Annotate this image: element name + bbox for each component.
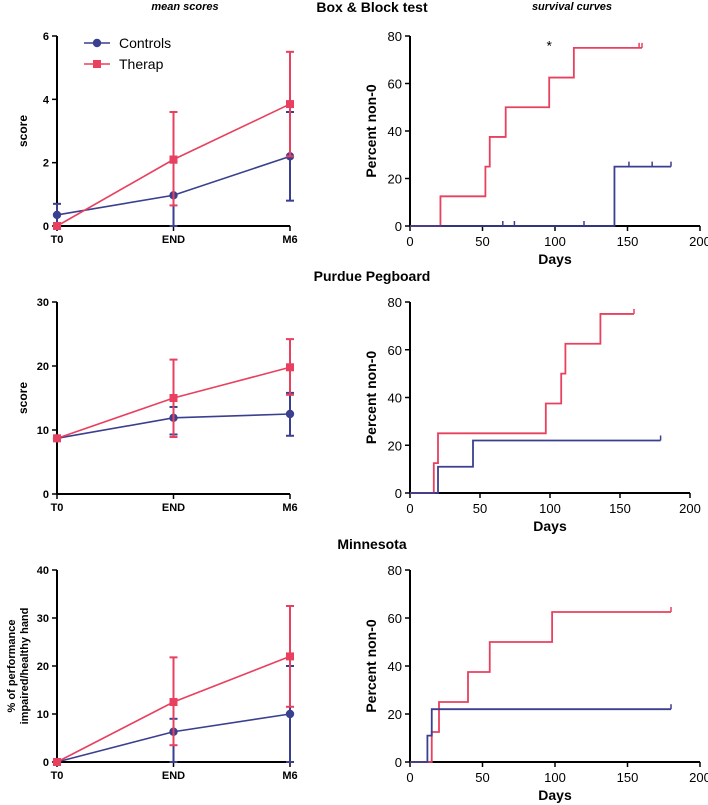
bbt_surv-chart: 0 20 40 60 80 0 50 100 150 200 Days Percent non-0 * <box>363 29 708 267</box>
x-tick-label: 0 <box>406 770 413 785</box>
x-tick-label: T0 <box>51 234 64 246</box>
bbt_mean-chart: 0 2 4 6 T0 END M6 score Controls Therap <box>16 31 298 246</box>
y-tick-label: 20 <box>388 707 402 722</box>
x-tick-label: 0 <box>406 234 413 249</box>
y-tick-label: 20 <box>388 172 402 187</box>
controls-survival-line <box>410 708 671 763</box>
x-tick-label: M6 <box>282 234 297 246</box>
x-tick-label: END <box>162 502 185 514</box>
x-tick-label: 50 <box>475 234 489 249</box>
y-tick-label: 30 <box>37 613 49 625</box>
therap-point <box>169 394 178 402</box>
section-title-minnesota: Minnesota <box>337 536 406 552</box>
y-axis-label: % of performanceimpaired/healthy hand <box>6 608 31 725</box>
controls-survival-line <box>410 439 661 494</box>
x-tick-label: 150 <box>617 770 639 785</box>
therap-point <box>53 434 61 443</box>
legend-therap-marker <box>93 60 101 68</box>
controls-point <box>285 709 295 719</box>
mn_surv-chart: 0 20 40 60 80 0 50 100 150 200 Days Percent non-0 <box>363 563 708 803</box>
header-mean-scores: mean scores <box>151 1 218 13</box>
y-tick-label: 10 <box>37 709 49 721</box>
y-tick-label: 6 <box>43 31 49 43</box>
x-tick-label: 100 <box>539 501 561 516</box>
x-tick-label: END <box>162 770 185 782</box>
y-axis-label: Percent non-0 <box>363 619 379 713</box>
x-tick-label: M6 <box>282 770 297 782</box>
y-tick-label: 60 <box>388 611 402 626</box>
y-tick-label: 0 <box>395 219 402 234</box>
controls-point <box>285 409 295 419</box>
y-axis-label: Percent non-0 <box>363 84 379 178</box>
y-axis-label: score <box>16 382 30 414</box>
legend-controls-label: Controls <box>119 35 171 51</box>
x-tick-label: M6 <box>282 502 297 514</box>
therap-survival-line <box>410 313 634 494</box>
y-tick-label: 4 <box>43 94 50 106</box>
y-tick-label: 0 <box>395 486 402 501</box>
y-tick-label: 20 <box>37 661 49 673</box>
pp_mean-chart: 0 10 20 30 T0 END M6 score <box>16 297 298 514</box>
x-tick-label: 200 <box>679 501 701 516</box>
x-tick-label: 150 <box>609 501 631 516</box>
controls-survival-line <box>410 165 671 227</box>
y-tick-label: 80 <box>388 563 402 578</box>
therap-point <box>53 758 61 766</box>
y-tick-label: 40 <box>388 391 402 406</box>
header-survival-curves: survival curves <box>532 1 612 13</box>
y-tick-label: 20 <box>37 361 49 373</box>
x-tick-label: 100 <box>544 234 566 249</box>
x-tick-label: 50 <box>475 770 489 785</box>
controls-point <box>52 210 62 220</box>
y-tick-label: 40 <box>388 124 402 139</box>
x-tick-label: 150 <box>617 234 639 249</box>
y-tick-label: 80 <box>388 29 402 44</box>
x-axis-label: Days <box>538 787 572 803</box>
pp_surv-chart: 0 20 40 60 80 0 50 100 150 200 Days Percent non-0 <box>363 295 701 534</box>
therap-point <box>53 222 61 230</box>
y-tick-label: 60 <box>388 343 402 358</box>
section-title-purdue: Purdue Pegboard <box>314 268 431 284</box>
therap-survival-line <box>410 611 671 763</box>
therap-survival-line <box>410 46 642 227</box>
x-tick-label: T0 <box>51 770 64 782</box>
x-axis-label: Days <box>538 251 572 267</box>
therap-point <box>286 652 294 661</box>
x-tick-label: 200 <box>689 770 708 785</box>
y-tick-label: 0 <box>43 221 49 233</box>
x-tick-label: 0 <box>406 501 413 516</box>
x-tick-label: T0 <box>51 502 64 514</box>
y-tick-label: 40 <box>37 565 49 577</box>
y-tick-label: 40 <box>388 659 402 674</box>
y-tick-label: 60 <box>388 77 402 92</box>
y-tick-label: 0 <box>395 755 402 770</box>
y-tick-label: 30 <box>37 297 49 309</box>
y-tick-label: 20 <box>388 438 402 453</box>
y-tick-label: 80 <box>388 295 402 310</box>
x-tick-label: 200 <box>689 234 708 249</box>
y-tick-label: 10 <box>37 425 49 437</box>
therap-point <box>169 698 178 706</box>
legend-controls-marker <box>92 38 102 48</box>
section-title-box-block: Box & Block test <box>316 0 428 15</box>
therap-point <box>286 100 294 109</box>
legend-therap-label: Therap <box>119 56 164 72</box>
mn_mean-chart: 0 10 20 30 40 T0 END M6 % of performanceimpaired… <box>6 565 298 782</box>
x-tick-label: 50 <box>473 501 487 516</box>
y-axis-label: Percent non-0 <box>363 351 379 445</box>
x-tick-label: END <box>162 234 185 246</box>
y-axis-label: score <box>16 115 30 147</box>
y-tick-label: 2 <box>43 158 49 170</box>
x-tick-label: 100 <box>544 770 566 785</box>
therap-point <box>169 155 178 164</box>
x-axis-label: Days <box>533 518 567 534</box>
y-tick-label: 0 <box>43 757 49 769</box>
significance-annotation: * <box>546 37 552 53</box>
therap-point <box>286 363 294 372</box>
y-tick-label: 0 <box>43 489 49 501</box>
